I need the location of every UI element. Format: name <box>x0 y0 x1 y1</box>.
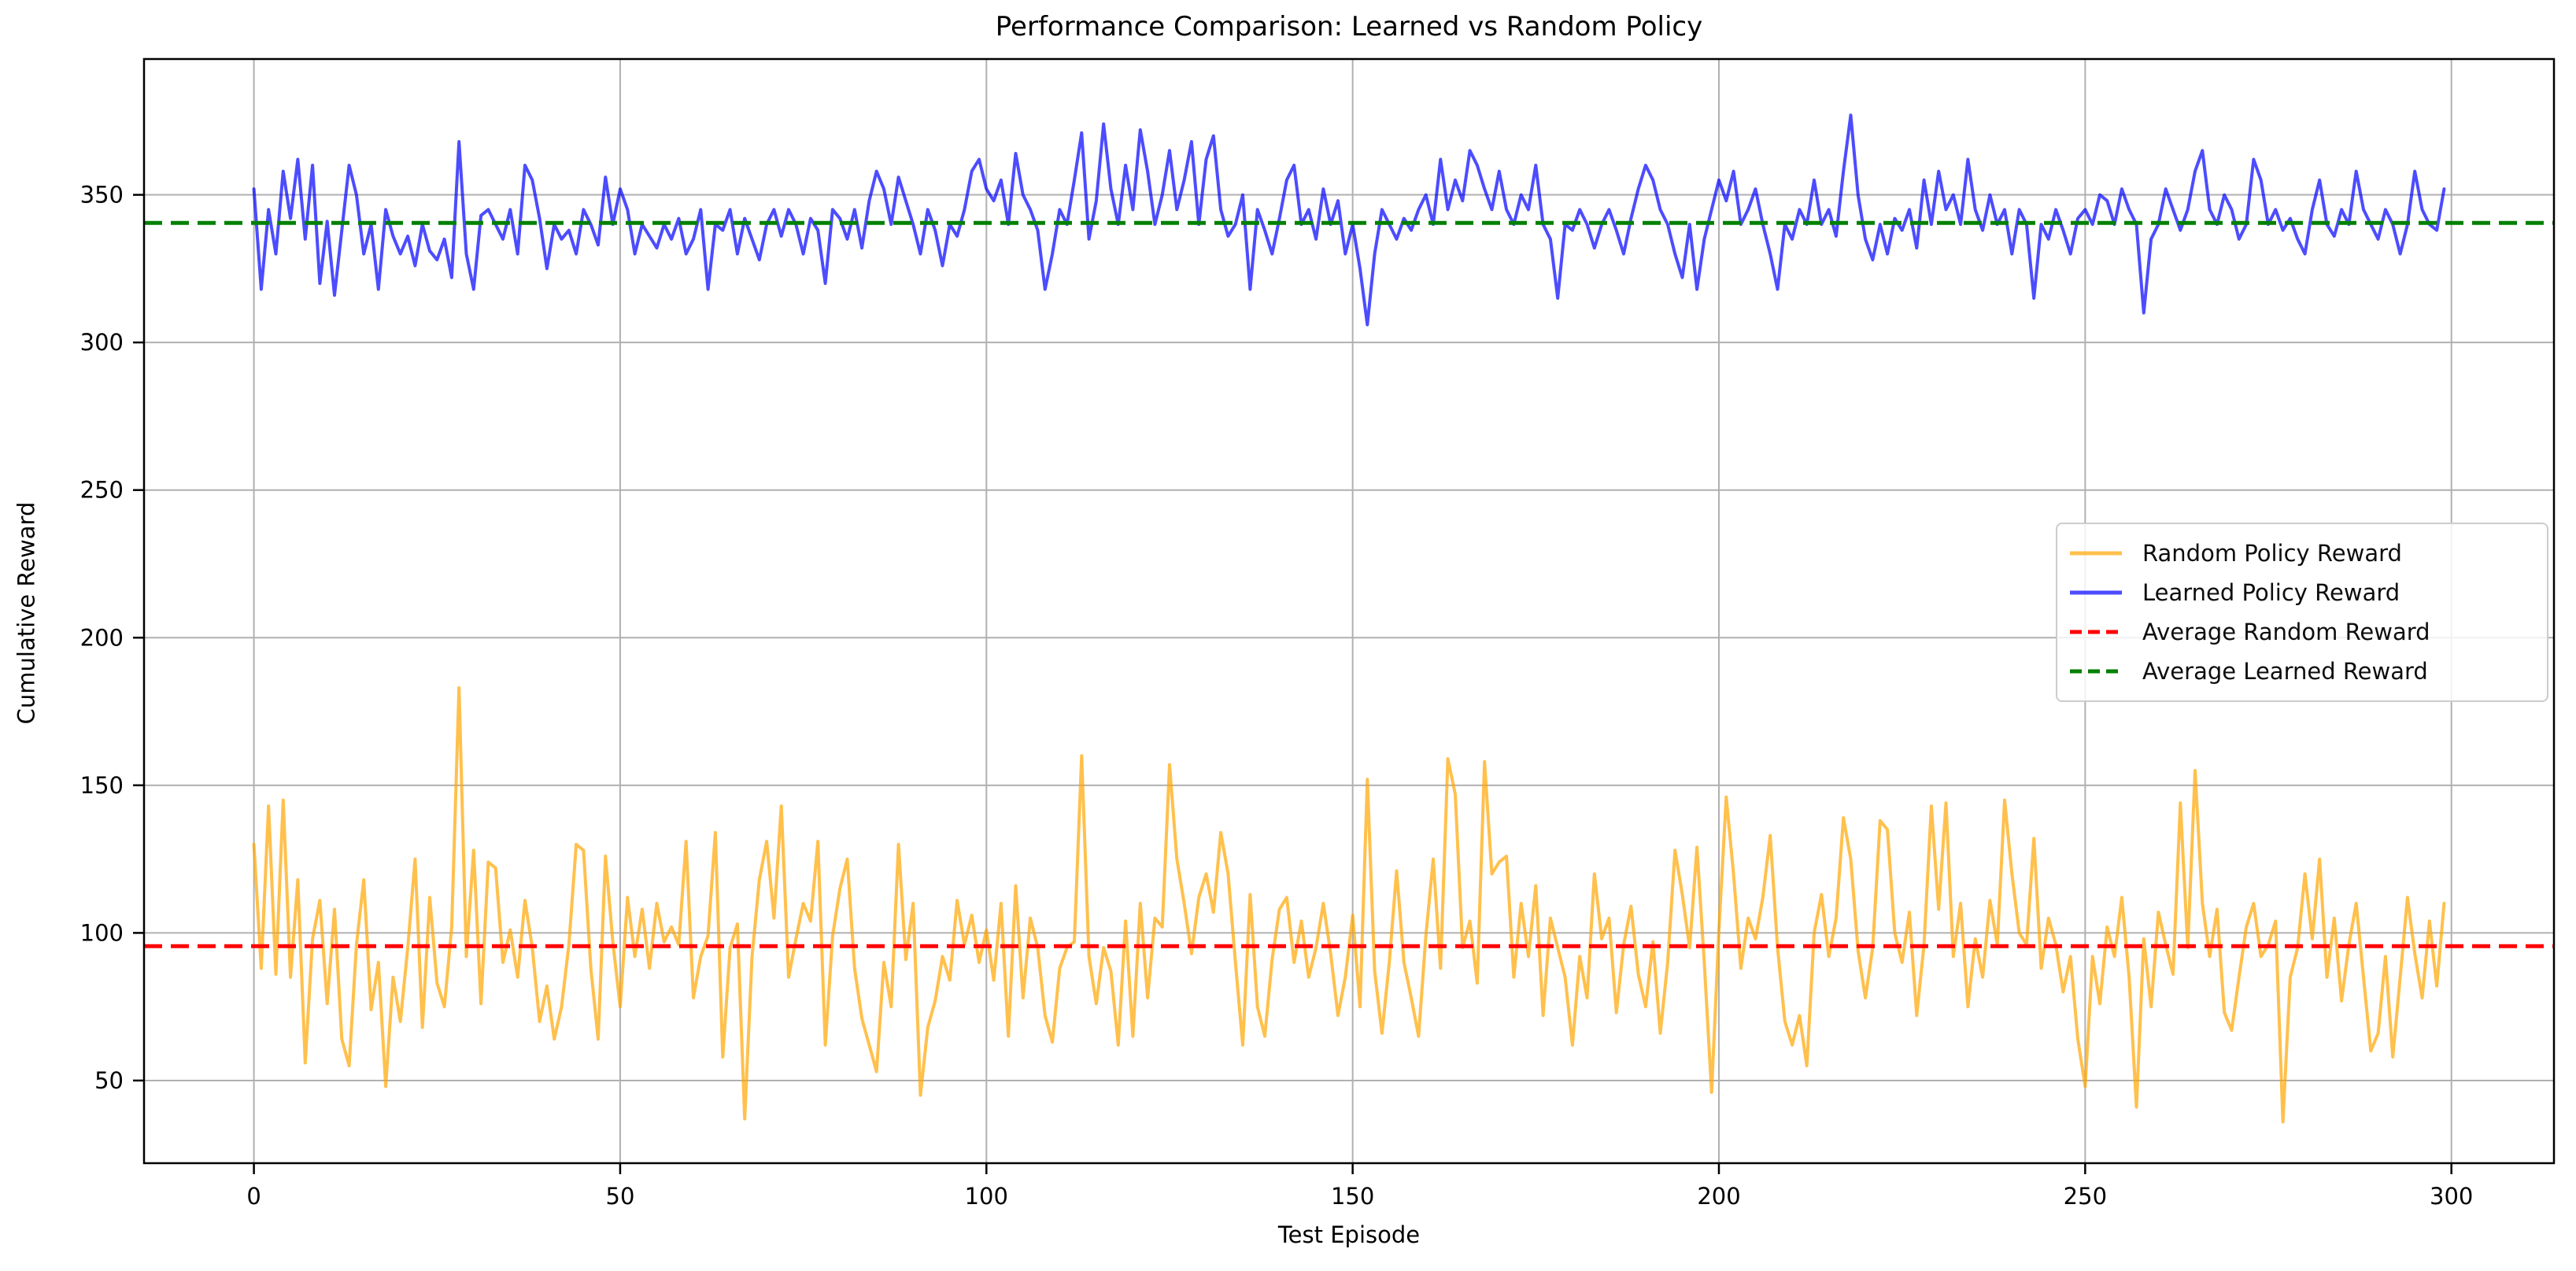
y-axis-label: Cumulative Reward <box>13 501 40 725</box>
x-tick-label: 200 <box>1697 1183 1740 1210</box>
learned-policy-reward-line <box>252 113 2446 327</box>
legend-item: Random Policy Reward <box>2070 534 2531 573</box>
legend-label: Average Learned Reward <box>2142 657 2428 685</box>
y-tick-label: 300 <box>80 329 124 356</box>
legend-swatch-average-learned-reward <box>2070 669 2122 674</box>
legend-item: Average Random Reward <box>2070 612 2531 652</box>
legend-label: Learned Policy Reward <box>2142 578 2400 606</box>
legend-swatch-average-random-reward <box>2070 630 2122 634</box>
y-tick-label: 100 <box>80 919 124 946</box>
legend-label: Random Policy Reward <box>2142 539 2402 567</box>
legend-label: Average Random Reward <box>2142 618 2430 645</box>
legend-swatch-learned-policy-reward <box>2070 590 2122 595</box>
y-tick-label: 200 <box>80 624 124 651</box>
chart-title: Performance Comparison: Learned vs Rando… <box>995 11 1703 42</box>
x-axis-label: Test Episode <box>1277 1221 1421 1248</box>
x-tick-label: 100 <box>965 1183 1008 1210</box>
average-lines <box>144 220 2554 948</box>
x-tick-label: 50 <box>606 1183 635 1210</box>
x-tick-label: 150 <box>1331 1183 1374 1210</box>
y-tick-label: 50 <box>94 1067 124 1094</box>
legend: Random Policy Reward Learned Policy Rewar… <box>2056 523 2548 702</box>
y-tick-label: 150 <box>80 772 124 799</box>
y-tick-label: 250 <box>80 477 124 504</box>
random-policy-reward-line <box>252 686 2446 1124</box>
axes-frame <box>142 57 2556 1165</box>
x-tick-label: 0 <box>246 1183 261 1210</box>
legend-item: Average Learned Reward <box>2070 652 2531 691</box>
y-tick-label: 350 <box>80 182 124 209</box>
x-tick-label: 300 <box>2430 1183 2473 1210</box>
x-tick-label: 250 <box>2064 1183 2107 1210</box>
legend-swatch-random-policy-reward <box>2070 551 2122 556</box>
legend-item: Learned Policy Reward <box>2070 573 2531 612</box>
axis-ticks: 0 50 100 150 200 250 300 50 100 150 200 250 300 350 <box>80 182 2474 1210</box>
